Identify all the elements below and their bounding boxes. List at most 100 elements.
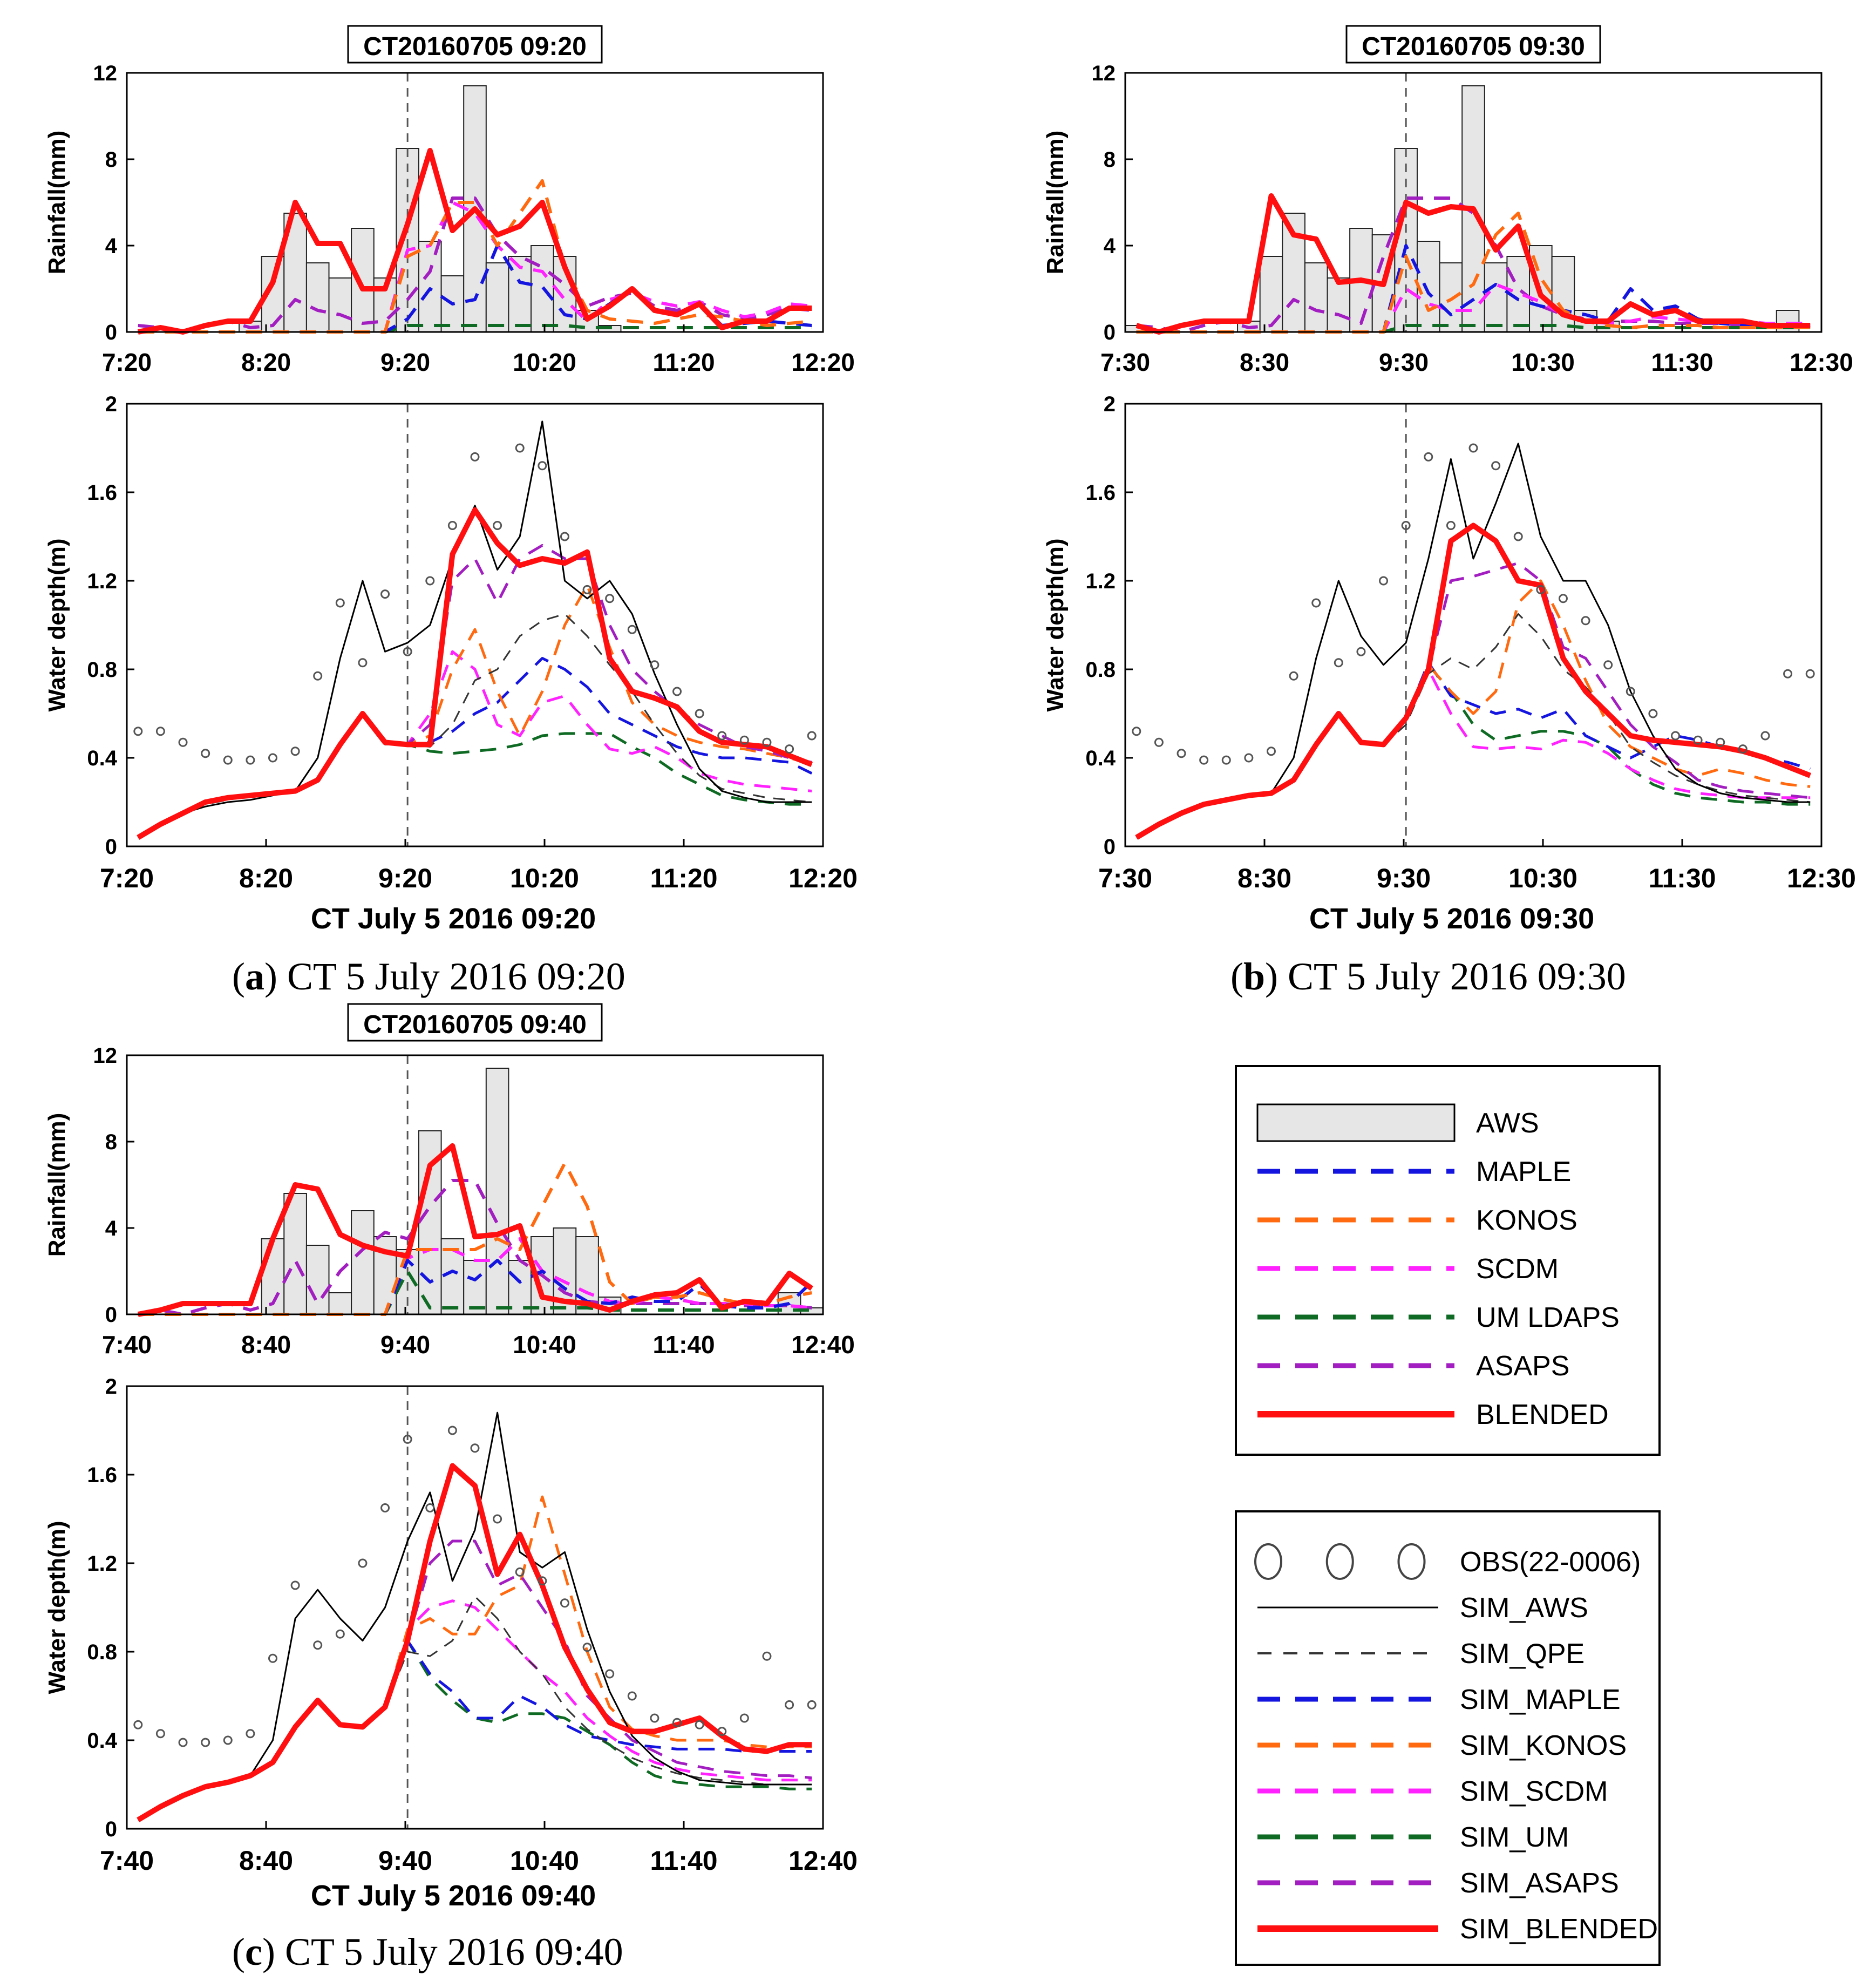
depth-obs-point xyxy=(739,1713,749,1723)
depth-line-sim-maple xyxy=(137,657,813,839)
legend-label: SCDM xyxy=(1476,1253,1559,1285)
depth-ytick-label: 1.6 xyxy=(87,1463,117,1487)
depth-obs-point xyxy=(425,1503,435,1512)
caption-a: (a) CT 5 July 2016 09:20 xyxy=(232,955,625,998)
depth-obs-point xyxy=(515,443,525,453)
depth-obs-point xyxy=(1536,585,1546,594)
legend-label: OBS(22-0006) xyxy=(1460,1546,1641,1578)
rain-bar-aws xyxy=(1327,277,1351,333)
depth-line-sim-aws xyxy=(138,1412,812,1821)
rain-bar-aws xyxy=(1551,256,1575,333)
rain-bar-aws xyxy=(305,262,330,333)
depth-ytick-label: 2 xyxy=(105,392,117,416)
depth-obs-point xyxy=(335,598,345,608)
depth-line-sim-blended xyxy=(1135,523,1812,840)
depth-obs-point xyxy=(605,594,615,603)
depth-xtick-label: 12:30 xyxy=(1787,863,1856,893)
depth-xtick-label: 8:30 xyxy=(1237,863,1291,893)
panel-title: CT20160705 09:30 xyxy=(1362,32,1585,61)
panel-title-box xyxy=(347,1003,603,1042)
rain-ytick-label: 8 xyxy=(1104,148,1116,172)
depth-ytick-label: 1.6 xyxy=(87,481,117,505)
depth-obs-point xyxy=(717,731,727,741)
depth-obs-point xyxy=(1289,671,1298,681)
rain-ytick-label: 12 xyxy=(1092,62,1116,85)
depth-ytick-label: 2 xyxy=(1104,392,1116,416)
depth-obs-point xyxy=(1693,735,1703,745)
rain-xtick-label: 10:40 xyxy=(513,1331,576,1359)
depth-obs-point xyxy=(246,1729,255,1739)
depth-xtick-label: 9:40 xyxy=(378,1845,432,1876)
depth-obs-point xyxy=(223,1735,233,1745)
depth-obs-point xyxy=(650,1713,659,1723)
depth-xtick-label: 11:30 xyxy=(1648,863,1716,893)
depth-obs-point xyxy=(1311,598,1321,608)
depth-obs-point xyxy=(358,658,368,668)
panel-title-box xyxy=(347,25,603,64)
rain-ytick-label: 4 xyxy=(105,1217,118,1240)
depth-obs-point xyxy=(470,452,480,462)
rain-bar-aws xyxy=(351,228,375,333)
depth-ytick-label: 1.2 xyxy=(1085,569,1116,593)
rain-bar-aws xyxy=(283,1193,307,1315)
depth-obs-point xyxy=(447,1426,457,1435)
depth-ytick-label: 0 xyxy=(1104,835,1116,859)
depth-obs-point xyxy=(246,755,255,765)
depth-obs-point xyxy=(1671,731,1681,741)
depth-obs-point xyxy=(1221,755,1231,765)
legend-depth: OBS(22-0006) SIM_AWS SIM_QPE SIM_MAPLE SIM_K… xyxy=(1235,1510,1661,1966)
depth-obs-point xyxy=(627,1691,637,1701)
depth-obs-point xyxy=(762,1651,772,1661)
depth-line-sim-konos xyxy=(137,1495,812,1821)
rain-ytick-label: 0 xyxy=(105,321,117,344)
rain-bar-aws xyxy=(508,256,532,333)
depth-line-sim-qpe xyxy=(1136,613,1811,838)
rain-axes-frame xyxy=(126,72,824,333)
depth-obs-point xyxy=(807,1700,817,1709)
depth-obs-point xyxy=(358,1558,368,1568)
depth-obs-point xyxy=(1783,669,1793,679)
panel-b: CT20160705 09:30 0 4 8 12 7:30 8:30 9:30 10:30 11… xyxy=(1042,25,1856,935)
legend-label: SIM_BLENDED xyxy=(1460,1914,1658,1945)
depth-obs-point xyxy=(672,687,682,696)
depth-obs-point xyxy=(447,521,457,530)
depth-line-sim-blended xyxy=(137,507,813,840)
depth-line-sim-aws xyxy=(1136,443,1811,838)
legend-label: UM LDAPS xyxy=(1476,1302,1620,1333)
depth-obs-point xyxy=(268,1653,277,1663)
rain-ylabel: Rainfall(mm) xyxy=(1042,131,1069,274)
depth-obs-point xyxy=(178,1738,188,1747)
rain-axes-frame xyxy=(126,1054,824,1315)
rain-bar-aws xyxy=(351,1210,375,1315)
depth-obs-point xyxy=(1491,461,1501,471)
depth-ytick-label: 0.4 xyxy=(1085,747,1116,770)
rain-xtick-label: 11:40 xyxy=(652,1331,715,1359)
depth-xtick-label: 11:20 xyxy=(650,863,717,893)
depth-ytick-label: 1.2 xyxy=(87,569,117,593)
depth-obs-point xyxy=(785,744,794,754)
depth-obs-point xyxy=(1513,532,1523,541)
depth-obs-point xyxy=(1199,755,1209,765)
depth-obs-point xyxy=(493,521,502,530)
depth-line-sim-asaps xyxy=(137,544,812,839)
rain-bar-aws xyxy=(1484,262,1508,333)
rain-xtick-label: 8:20 xyxy=(241,348,291,376)
depth-line-sim-um xyxy=(1135,663,1811,839)
depth-axes-frame xyxy=(126,1385,824,1830)
rain-xtick-label: 9:30 xyxy=(1379,348,1429,376)
depth-obs-point xyxy=(672,1718,682,1727)
depth-axes-frame xyxy=(126,403,824,847)
rain-bar-aws xyxy=(1304,262,1328,333)
depth-obs-point xyxy=(1805,669,1815,679)
depth-obs-point xyxy=(627,625,637,634)
depth-obs-point xyxy=(1626,687,1635,696)
depth-obs-point xyxy=(785,1700,794,1709)
depth-ylabel: Water depth(m) xyxy=(1042,538,1069,711)
legend-rain: AWS MAPLE KONOS SCDM UM LDAPS ASAPS BLENDED xyxy=(1235,1065,1661,1456)
depth-obs-point xyxy=(201,749,210,758)
depth-obs-point xyxy=(1356,647,1366,656)
depth-obs-point xyxy=(807,731,817,741)
depth-obs-point xyxy=(560,1598,569,1608)
rain-xtick-label: 7:30 xyxy=(1100,348,1150,376)
depth-xtick-label: 8:40 xyxy=(239,1845,293,1876)
